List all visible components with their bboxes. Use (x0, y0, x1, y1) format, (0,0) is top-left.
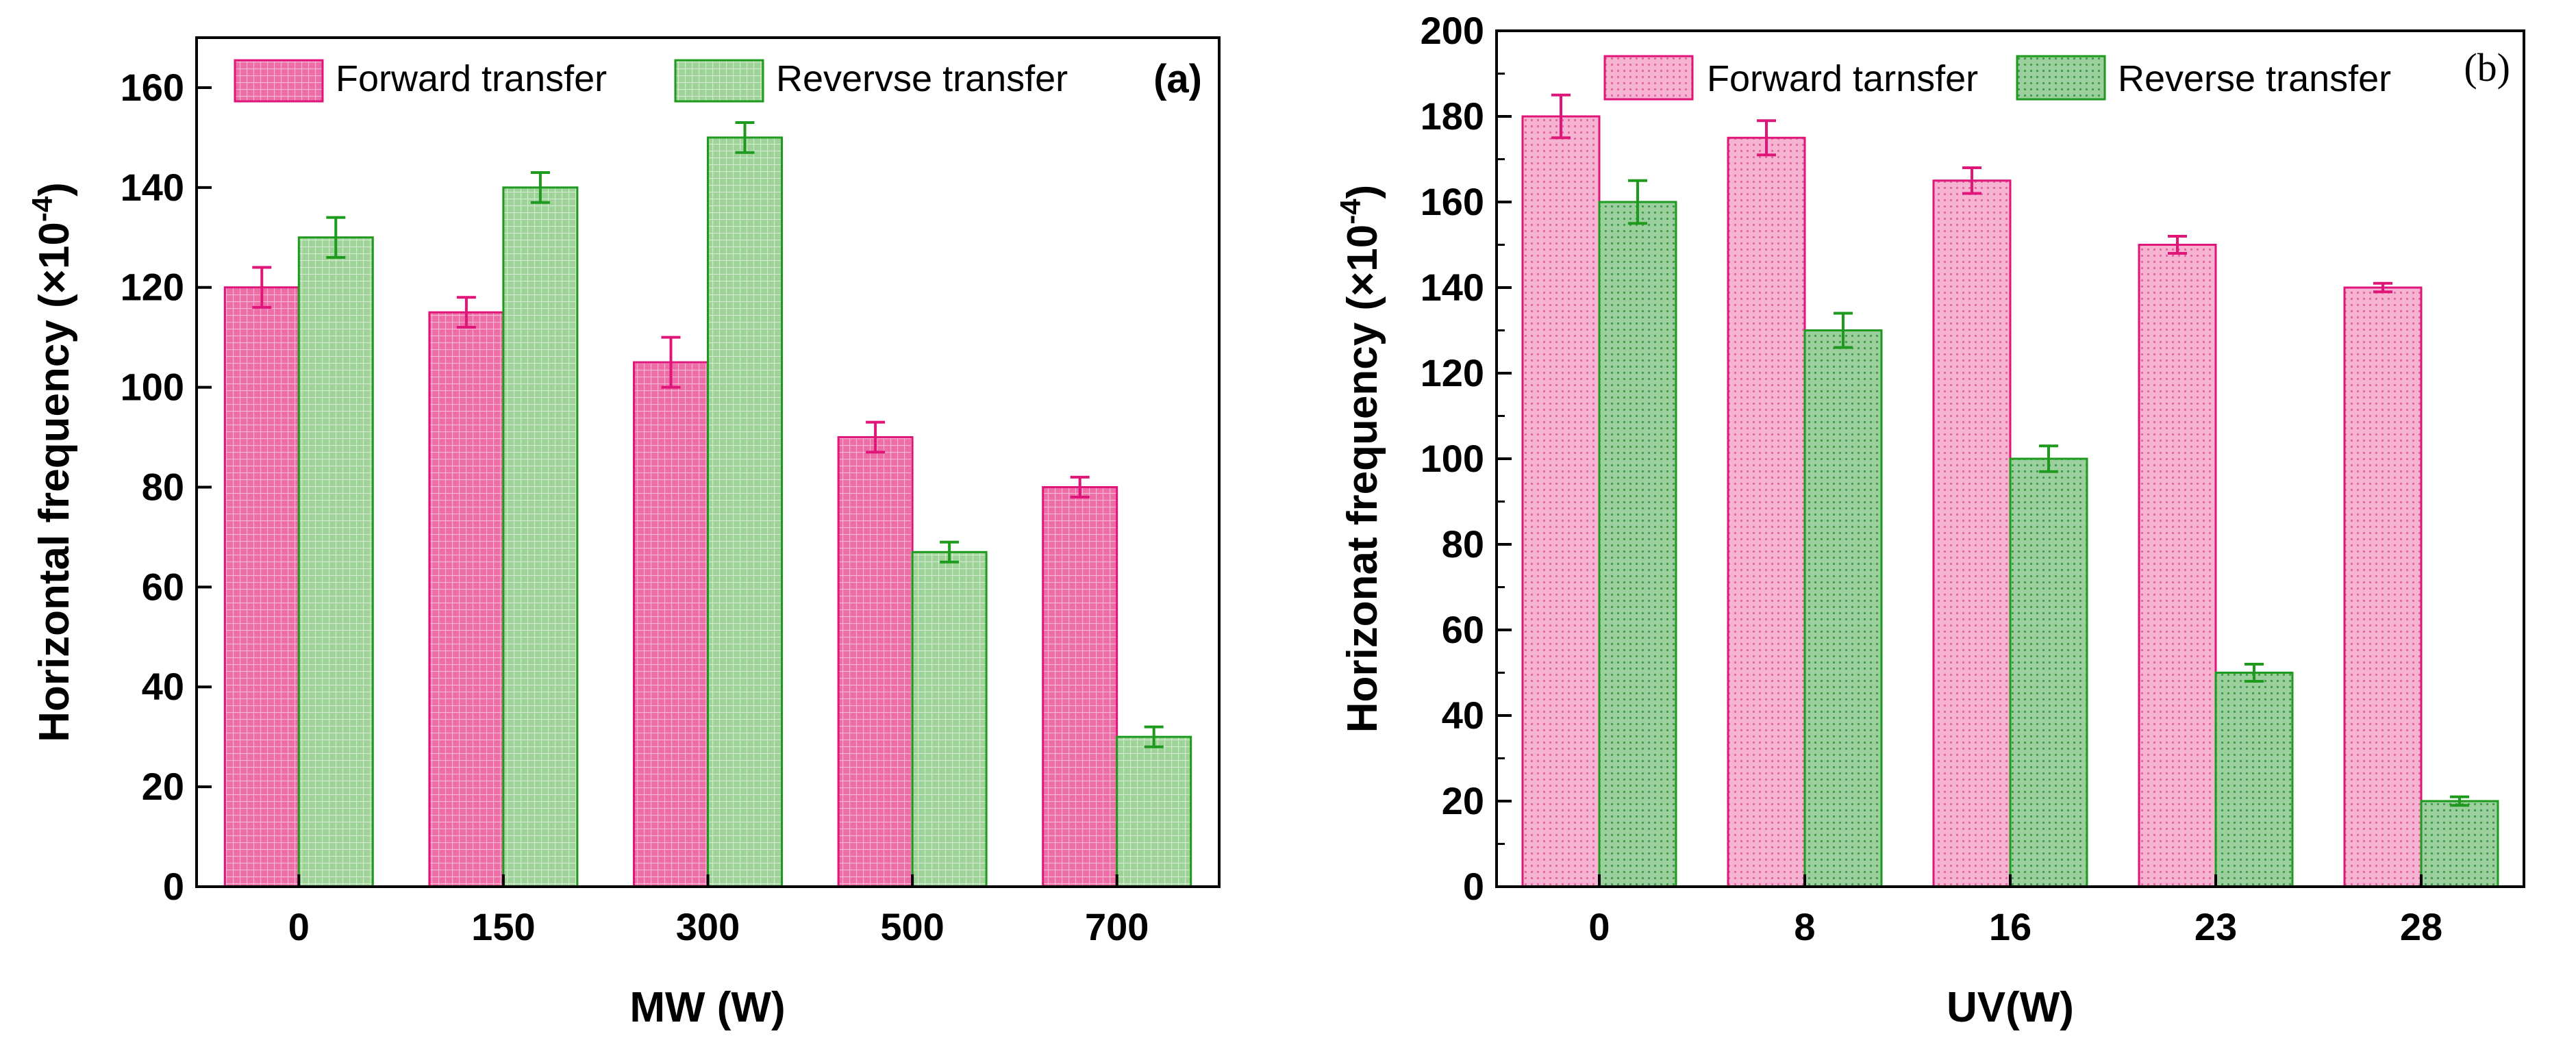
a-x-tick-label-0: 0 (288, 905, 310, 948)
a-error-bar-reverse-700 (1144, 725, 1164, 748)
b-y-tick-label-20: 20 (1442, 779, 1484, 822)
b-y-tick-label-40: 40 (1442, 694, 1484, 737)
a-y-tick-label-60: 60 (142, 565, 184, 608)
b-y-tick-label-180: 180 (1421, 94, 1484, 138)
b-error-bar-reverse-8 (1834, 312, 1853, 349)
b-y-axis-label-close: ) (1339, 185, 1386, 199)
a-error-bar-forward-150 (456, 296, 476, 329)
a-axes-layer: 0 150 300 500 700 0 20 40 60 80 100 120 140 160 (121, 66, 1149, 948)
b-y-tick-label-80: 80 (1442, 522, 1484, 566)
chart-panel-a: 0 150 300 500 700 0 20 40 60 80 100 120 140 160 Forwa… (26, 36, 1221, 1031)
a-bar-reverse-300 (707, 136, 783, 888)
b-error-bar-reverse-0 (1628, 179, 1647, 225)
a-x-tick-label-300: 300 (676, 905, 740, 948)
b-bars-layer (1521, 93, 2499, 888)
b-axes-layer: 0 8 16 23 28 0 20 40 60 80 100 120 140 160 180 200 (1421, 9, 2443, 948)
a-error-bar-reverse-0 (326, 216, 346, 259)
chart-panel-b: 0 8 16 23 28 0 20 40 60 80 100 120 140 160 180 200 Forw… (1334, 9, 2525, 1031)
a-y-axis-label-main: Horizontal frequency (×10 (31, 222, 78, 742)
a-error-bar-reverse-150 (530, 170, 550, 204)
b-bar-reverse-8 (1803, 329, 1883, 888)
b-x-tick-label-8: 8 (1794, 905, 1815, 948)
b-y-axis-label-main: Horizonat frequency (×10 (1339, 225, 1386, 733)
a-error-bar-forward-500 (866, 420, 886, 454)
b-error-bar-reverse-16 (2039, 444, 2058, 473)
a-y-axis-label: Horizontal frequency (×10-4) (26, 182, 78, 742)
b-legend-label-reverse: Reverse transfer (2118, 58, 2391, 99)
b-x-axis-label: UV(W) (1947, 984, 2074, 1031)
a-bar-reverse-0 (297, 236, 374, 888)
a-bar-forward-300 (633, 361, 709, 888)
b-x-tick-label-16: 16 (1989, 905, 2031, 948)
b-y-axis-label: Horizonat frequency (×10-4) (1334, 185, 1386, 733)
a-bar-forward-500 (837, 436, 914, 888)
b-y-tick-label-120: 120 (1421, 351, 1484, 394)
a-y-tick-label-160: 160 (121, 66, 184, 109)
a-y-axis-label-exponent: -4 (26, 196, 58, 222)
b-y-tick-label-140: 140 (1421, 266, 1484, 309)
a-bar-reverse-150 (502, 186, 579, 888)
b-bar-forward-23 (2138, 244, 2217, 888)
b-y-tick-label-0: 0 (1463, 865, 1484, 908)
b-x-tick-label-0: 0 (1588, 905, 1610, 948)
a-x-axis-label: MW (W) (629, 984, 785, 1031)
b-error-bar-forward-0 (1551, 93, 1571, 140)
b-y-axis-label-exponent: -4 (1334, 199, 1366, 225)
a-bar-forward-0 (223, 286, 300, 888)
a-legend: Forward transfer Revervse transfer (234, 58, 1068, 103)
b-y-tick-label-60: 60 (1442, 608, 1484, 651)
b-error-bar-forward-23 (2168, 235, 2187, 255)
b-error-bar-reverse-23 (2244, 663, 2264, 683)
b-bar-forward-28 (2343, 286, 2423, 888)
b-error-bar-forward-28 (2373, 281, 2392, 294)
a-panel-label: (a) (1153, 57, 1202, 101)
a-bars-layer (223, 121, 1192, 888)
a-y-tick-label-0: 0 (163, 865, 184, 908)
a-y-tick-label-20: 20 (142, 765, 184, 808)
b-y-tick-label-100: 100 (1421, 437, 1484, 480)
b-bar-reverse-16 (2009, 457, 2088, 888)
b-bar-forward-16 (1932, 179, 2012, 888)
b-legend: Forward tarnsfer Reverse transfer (1603, 55, 2391, 101)
a-y-tick-label-120: 120 (121, 266, 184, 309)
a-error-bar-reverse-500 (940, 540, 960, 564)
b-legend-swatch-reverse (2016, 55, 2106, 101)
a-error-bar-forward-300 (661, 336, 681, 389)
a-legend-label-reverse: Revervse transfer (776, 58, 1068, 99)
b-x-tick-label-28: 28 (2400, 905, 2442, 948)
a-y-tick-label-140: 140 (121, 166, 184, 209)
b-bar-reverse-28 (2420, 800, 2499, 888)
a-x-tick-label-700: 700 (1085, 905, 1149, 948)
a-legend-swatch-reverse (674, 59, 764, 103)
b-x-tick-label-23: 23 (2194, 905, 2237, 948)
b-legend-label-forward: Forward tarnsfer (1707, 58, 1978, 99)
a-bar-forward-150 (428, 311, 505, 888)
a-y-tick-label-100: 100 (121, 366, 184, 409)
a-legend-swatch-forward (234, 59, 324, 103)
a-x-tick-label-500: 500 (880, 905, 944, 948)
a-error-bar-forward-0 (252, 266, 272, 309)
a-y-tick-label-80: 80 (142, 465, 184, 508)
b-legend-swatch-forward (1603, 55, 1694, 101)
b-y-tick-label-160: 160 (1421, 180, 1484, 223)
b-error-bar-forward-8 (1757, 119, 1776, 157)
a-error-bar-forward-700 (1070, 475, 1090, 499)
b-bar-forward-0 (1521, 115, 1601, 888)
b-bar-reverse-0 (1598, 201, 1677, 888)
a-x-tick-label-150: 150 (471, 905, 535, 948)
a-bar-forward-700 (1042, 485, 1118, 888)
b-bar-forward-8 (1727, 136, 1806, 888)
b-panel-label: (b) (2464, 45, 2510, 90)
a-bar-reverse-500 (911, 550, 988, 888)
b-y-tick-label-200: 200 (1421, 9, 1484, 52)
a-legend-label-forward: Forward transfer (336, 58, 607, 99)
a-bar-reverse-700 (1116, 735, 1192, 888)
b-bar-reverse-23 (2214, 672, 2294, 888)
a-error-bar-reverse-300 (735, 121, 755, 154)
b-error-bar-forward-16 (1962, 166, 1981, 195)
a-y-axis-label-close: ) (31, 182, 78, 197)
b-error-bar-reverse-28 (2450, 795, 2469, 807)
a-y-tick-label-40: 40 (142, 665, 184, 708)
